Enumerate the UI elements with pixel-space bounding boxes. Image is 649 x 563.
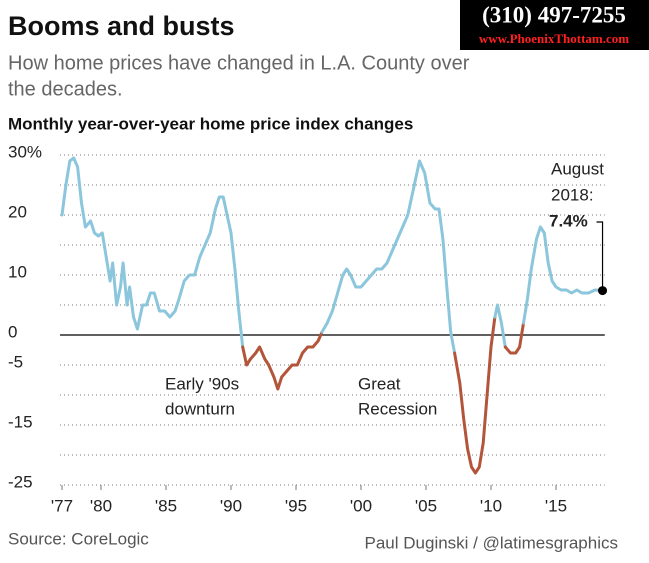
annotation: Great (358, 374, 401, 393)
y-tick-label: -5 (8, 352, 23, 371)
y-tick-label: -25 (8, 472, 33, 491)
line-segment (241, 330, 324, 391)
x-tick-label: '10 (480, 496, 502, 515)
y-tick-label: -15 (8, 412, 33, 431)
line-segment (522, 225, 604, 325)
annotation: downturn (165, 399, 235, 418)
chart-subtitle: Monthly year-over-year home price index … (8, 114, 413, 133)
subtitle: the decades. (8, 78, 123, 100)
source: Source: CoreLogic (8, 529, 149, 548)
line-segment (493, 303, 507, 349)
line-segment (453, 315, 497, 475)
annotation: Recession (358, 399, 437, 418)
line-segment (503, 321, 525, 355)
x-tick-label: '77 (51, 496, 73, 515)
line-segment (60, 156, 245, 349)
x-tick-label: '80 (90, 496, 112, 515)
x-tick-label: '15 (545, 496, 567, 515)
subtitle: How home prices have changed in L.A. Cou… (8, 52, 470, 74)
credit: Paul Duginski / @latimesgraphics (365, 533, 618, 552)
x-tick-label: '85 (155, 496, 177, 515)
x-tick-label: '90 (220, 496, 242, 515)
x-tick-label: '05 (415, 496, 437, 515)
watermark-phone: (310) 497-7255 (482, 2, 626, 27)
chart-title: Booms and busts (8, 11, 235, 41)
y-tick-label: 10 (8, 262, 27, 281)
leader-line (596, 221, 604, 291)
value-label: 7.4% (549, 211, 588, 230)
x-tick-label: '95 (285, 496, 307, 515)
y-tick-label: 30% (8, 142, 42, 161)
annotation: August (551, 159, 604, 178)
annotation: Early '90s (165, 374, 239, 393)
watermark-url: www.PhoenixThottam.com (479, 31, 629, 46)
y-tick-label: 0 (8, 322, 17, 341)
annotation: 2018: (551, 185, 594, 204)
end-point (598, 286, 608, 296)
y-tick-label: 20 (8, 202, 27, 221)
watermark-box (460, 0, 649, 50)
line-segment (320, 159, 457, 355)
x-tick-label: '00 (350, 496, 372, 515)
